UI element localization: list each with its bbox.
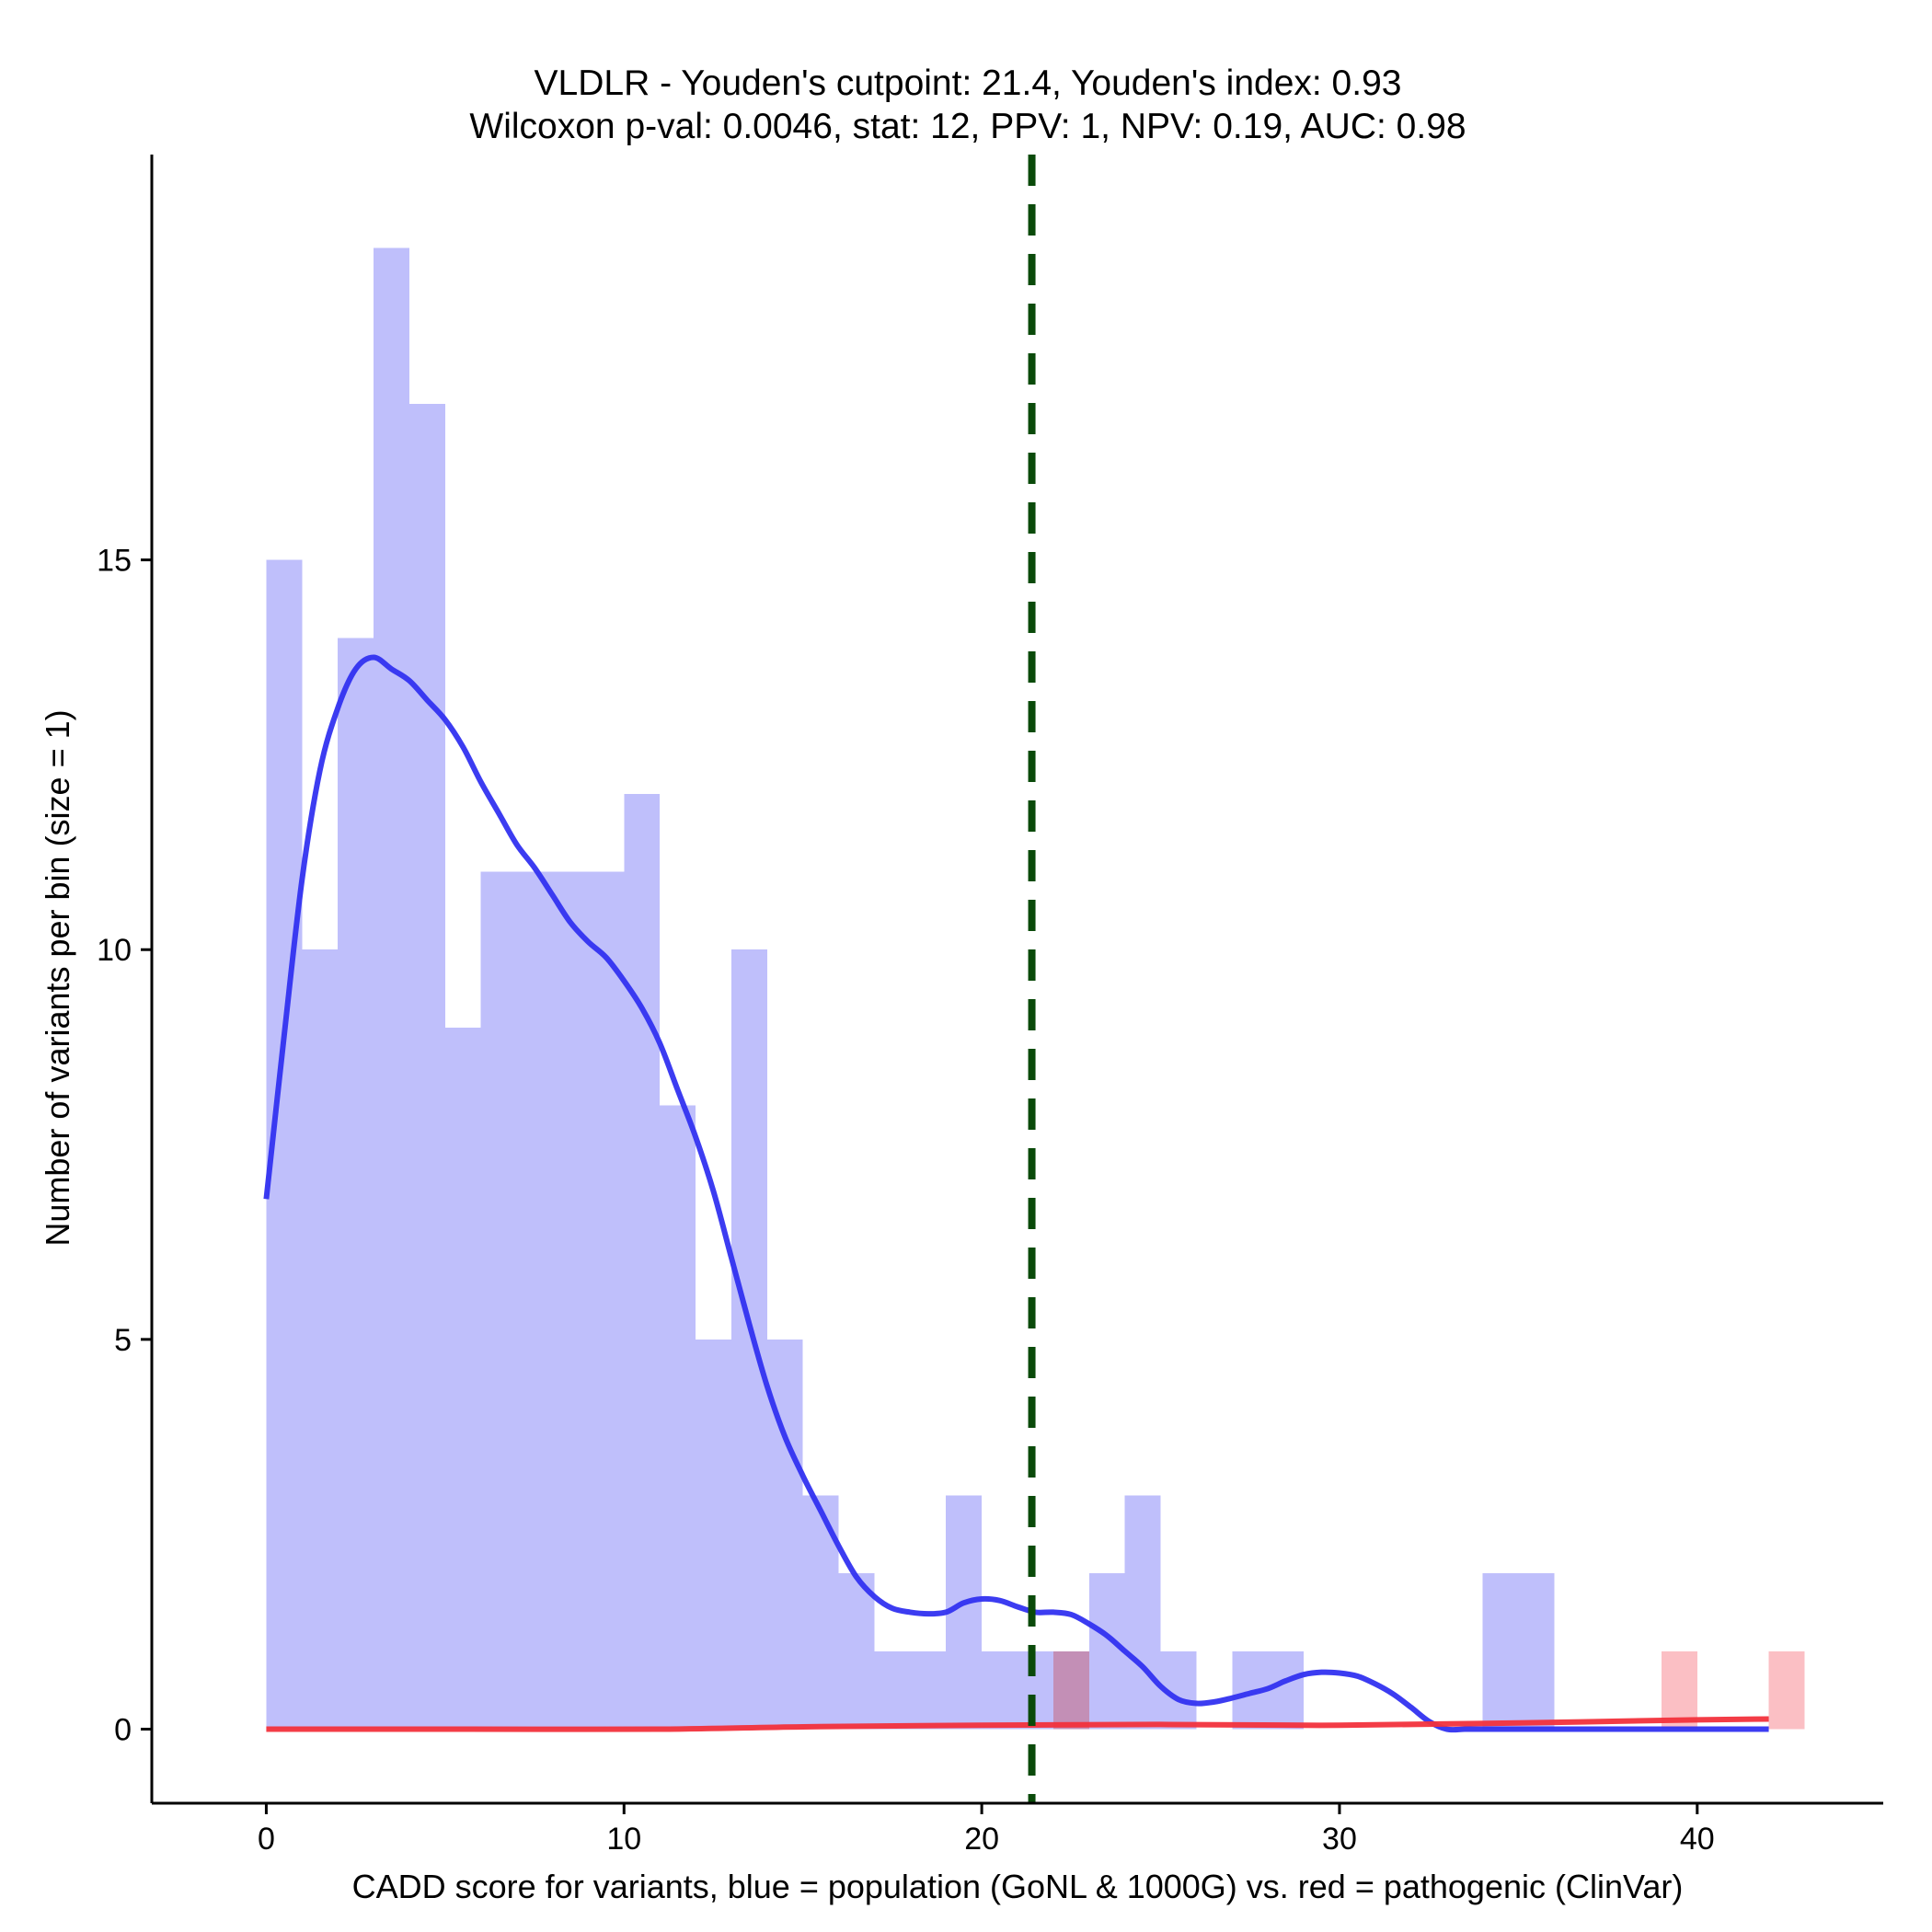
population-bar [1482,1573,1519,1730]
population-bar [302,949,339,1730]
chart-subtitle: Wilcoxon p-val: 0.0046, stat: 12, PPV: 1… [469,107,1466,146]
population-bar [408,404,445,1730]
y-tick-label: 0 [114,1713,132,1748]
population-bar [838,1573,875,1730]
population-bar [444,1027,481,1730]
y-tick-label: 10 [97,933,132,968]
x-tick-label: 20 [964,1822,999,1857]
population-bar [1088,1573,1125,1730]
population-bar [516,871,553,1730]
x-tick-label: 10 [606,1822,641,1857]
population-bar [1518,1573,1555,1730]
pathogenic-bar [1661,1650,1697,1730]
population-bar [982,1650,1018,1730]
population-bar [588,871,625,1730]
population-bar [552,871,589,1730]
population-bar [910,1650,947,1730]
y-ticks: 0 5 10 15 [97,544,152,1748]
population-bar [1124,1495,1161,1730]
population-bar [1268,1650,1305,1730]
population-bar [480,871,517,1730]
population-bar [730,949,767,1730]
histogram-bars [266,247,1805,1730]
overlap-bar [1052,1650,1089,1730]
population-bar [660,1105,696,1730]
x-tick-label: 0 [258,1822,275,1857]
population-bar [874,1650,911,1730]
x-tick-label: 30 [1322,1822,1357,1857]
x-axis-title: CADD score for variants, blue = populati… [352,1868,1684,1905]
pathogenic-bar [1768,1650,1805,1730]
axes [150,155,1883,1805]
y-axis-title: Number of variants per bin (size = 1) [39,709,76,1246]
population-bar [338,638,374,1730]
population-bar [624,793,661,1730]
x-ticks: 0 10 20 30 40 [258,1803,1715,1857]
y-tick-label: 5 [114,1323,132,1358]
population-bar [696,1339,731,1730]
chart-title: VLDLR - Youden's cutpoint: 21.4, Youden'… [535,63,1402,103]
population-density-line [263,654,1769,1733]
x-tick-label: 40 [1680,1822,1715,1857]
y-tick-label: 15 [97,544,132,579]
population-bar [374,247,409,1730]
